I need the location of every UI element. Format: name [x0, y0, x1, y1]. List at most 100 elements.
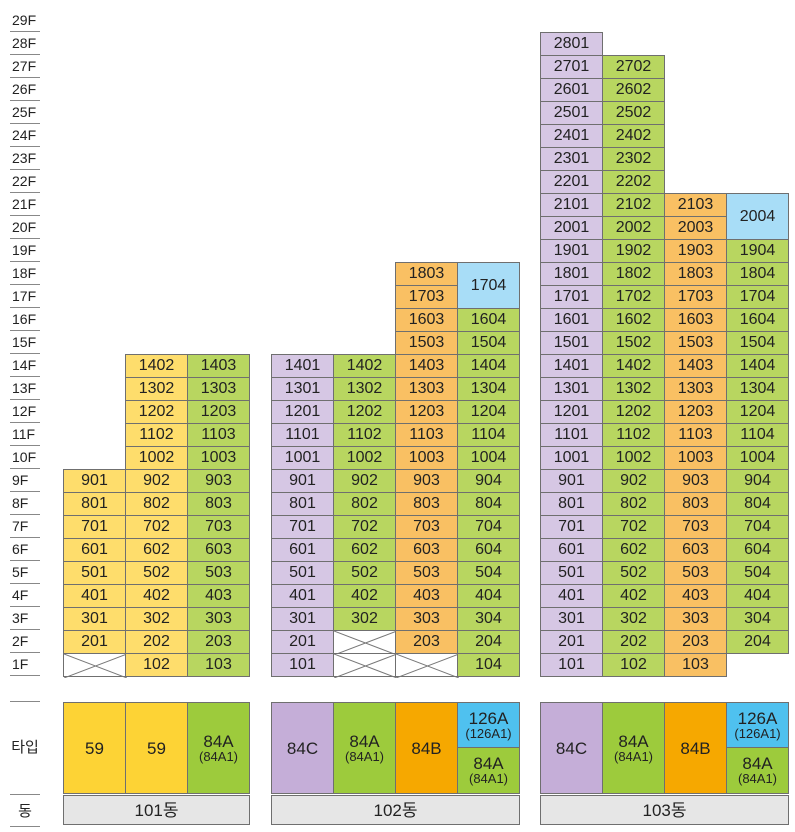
unit-cell[interactable]: 902: [125, 469, 188, 493]
unit-cell[interactable]: 2202: [602, 170, 665, 194]
unit-cell[interactable]: 1802: [602, 262, 665, 286]
unit-cell[interactable]: 301: [63, 607, 126, 631]
unit-cell[interactable]: 501: [540, 561, 603, 585]
unit-cell[interactable]: 703: [395, 515, 458, 539]
unit-cell[interactable]: 203: [395, 630, 458, 654]
unit-cell[interactable]: 1102: [333, 423, 396, 447]
unit-cell[interactable]: 701: [63, 515, 126, 539]
unit-cell[interactable]: 804: [457, 492, 520, 516]
unit-cell[interactable]: 1703: [664, 285, 727, 309]
unit-cell[interactable]: 303: [395, 607, 458, 631]
unit-cell[interactable]: 1101: [271, 423, 334, 447]
unit-cell[interactable]: 704: [457, 515, 520, 539]
unit-cell[interactable]: 603: [664, 538, 727, 562]
unit-cell[interactable]: 1402: [125, 354, 188, 378]
unit-cell[interactable]: 2003: [664, 216, 727, 240]
unit-cell[interactable]: 602: [333, 538, 396, 562]
unit-cell[interactable]: 2501: [540, 101, 603, 125]
unit-cell[interactable]: 202: [602, 630, 665, 654]
unit-cell[interactable]: 401: [63, 584, 126, 608]
unit-cell[interactable]: 201: [540, 630, 603, 654]
unit-cell[interactable]: 1301: [271, 377, 334, 401]
unit-cell[interactable]: 1002: [602, 446, 665, 470]
unit-cell[interactable]: 1201: [271, 400, 334, 424]
unit-cell[interactable]: 701: [271, 515, 334, 539]
unit-cell[interactable]: 803: [395, 492, 458, 516]
unit-cell[interactable]: 1302: [333, 377, 396, 401]
unit-cell[interactable]: 2602: [602, 78, 665, 102]
unit-cell[interactable]: 901: [271, 469, 334, 493]
unit-cell[interactable]: 1604: [726, 308, 789, 332]
unit-cell[interactable]: 1804: [726, 262, 789, 286]
unit-cell[interactable]: 401: [271, 584, 334, 608]
unit-cell[interactable]: 1601: [540, 308, 603, 332]
unit-cell[interactable]: 2102: [602, 193, 665, 217]
unit-cell[interactable]: 801: [63, 492, 126, 516]
unit-cell[interactable]: 2002: [602, 216, 665, 240]
unit-cell[interactable]: 101: [540, 653, 603, 677]
unit-cell[interactable]: 801: [271, 492, 334, 516]
unit-cell[interactable]: 304: [457, 607, 520, 631]
unit-cell[interactable]: 1101: [540, 423, 603, 447]
unit-cell[interactable]: 1103: [664, 423, 727, 447]
unit-cell[interactable]: 1204: [457, 400, 520, 424]
unit-cell-large[interactable]: 1704: [457, 262, 520, 309]
unit-cell[interactable]: 204: [726, 630, 789, 654]
unit-cell[interactable]: 902: [333, 469, 396, 493]
unit-cell[interactable]: 1404: [726, 354, 789, 378]
unit-cell[interactable]: 2702: [602, 55, 665, 79]
unit-cell[interactable]: 501: [63, 561, 126, 585]
unit-cell[interactable]: 803: [664, 492, 727, 516]
unit-cell[interactable]: 701: [540, 515, 603, 539]
unit-cell[interactable]: 103: [664, 653, 727, 677]
unit-cell[interactable]: 1903: [664, 239, 727, 263]
unit-cell[interactable]: 703: [664, 515, 727, 539]
unit-cell[interactable]: 802: [602, 492, 665, 516]
unit-cell[interactable]: 302: [125, 607, 188, 631]
unit-cell[interactable]: 1902: [602, 239, 665, 263]
unit-cell[interactable]: 1603: [664, 308, 727, 332]
unit-cell[interactable]: 702: [602, 515, 665, 539]
unit-cell[interactable]: 501: [271, 561, 334, 585]
unit-cell[interactable]: 1501: [540, 331, 603, 355]
unit-cell[interactable]: 1904: [726, 239, 789, 263]
unit-cell[interactable]: 104: [457, 653, 520, 677]
unit-cell[interactable]: 1401: [540, 354, 603, 378]
unit-cell[interactable]: 1704: [726, 285, 789, 309]
unit-cell[interactable]: 2402: [602, 124, 665, 148]
unit-cell[interactable]: 1703: [395, 285, 458, 309]
unit-cell[interactable]: 1304: [457, 377, 520, 401]
unit-cell[interactable]: 1603: [395, 308, 458, 332]
unit-cell[interactable]: 502: [333, 561, 396, 585]
unit-cell[interactable]: 903: [187, 469, 250, 493]
unit-cell[interactable]: 304: [726, 607, 789, 631]
unit-cell[interactable]: 1403: [664, 354, 727, 378]
unit-cell[interactable]: 1202: [602, 400, 665, 424]
unit-cell[interactable]: 601: [540, 538, 603, 562]
unit-cell[interactable]: 603: [395, 538, 458, 562]
unit-cell[interactable]: 2101: [540, 193, 603, 217]
unit-cell[interactable]: 2701: [540, 55, 603, 79]
unit-cell[interactable]: 904: [457, 469, 520, 493]
unit-cell[interactable]: 103: [187, 653, 250, 677]
unit-cell[interactable]: 402: [125, 584, 188, 608]
unit-cell[interactable]: 904: [726, 469, 789, 493]
unit-cell[interactable]: 802: [333, 492, 396, 516]
unit-cell[interactable]: 602: [125, 538, 188, 562]
unit-cell[interactable]: 702: [125, 515, 188, 539]
unit-cell[interactable]: 302: [602, 607, 665, 631]
unit-cell[interactable]: 1404: [457, 354, 520, 378]
unit-cell[interactable]: 502: [602, 561, 665, 585]
unit-cell[interactable]: 401: [540, 584, 603, 608]
unit-cell[interactable]: 201: [63, 630, 126, 654]
unit-cell[interactable]: 2103: [664, 193, 727, 217]
unit-cell[interactable]: 1001: [271, 446, 334, 470]
unit-cell[interactable]: 203: [187, 630, 250, 654]
unit-cell[interactable]: 1203: [664, 400, 727, 424]
unit-cell[interactable]: 2601: [540, 78, 603, 102]
unit-cell[interactable]: 302: [333, 607, 396, 631]
unit-cell[interactable]: 1801: [540, 262, 603, 286]
unit-cell[interactable]: 201: [271, 630, 334, 654]
unit-cell[interactable]: 2502: [602, 101, 665, 125]
unit-cell[interactable]: 1303: [664, 377, 727, 401]
